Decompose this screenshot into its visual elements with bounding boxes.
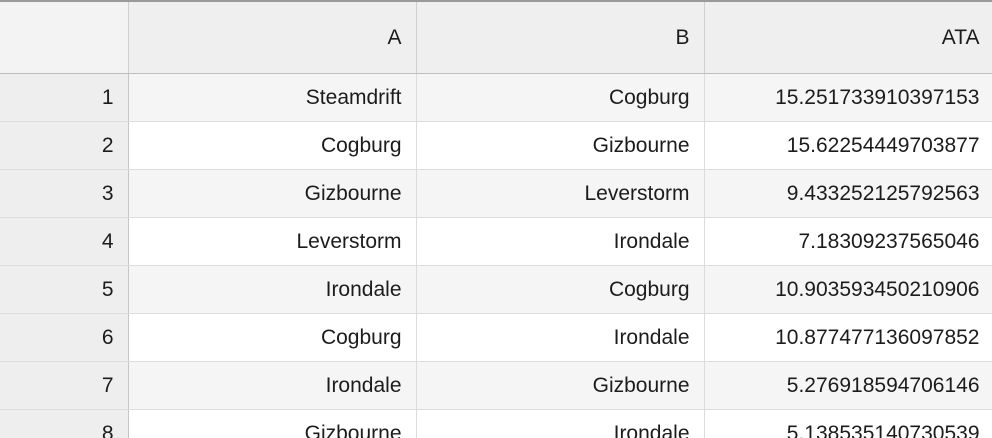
cell-a[interactable]: Leverstorm: [128, 217, 417, 266]
column-header-a[interactable]: A: [128, 2, 417, 74]
row-index-cell[interactable]: 7: [0, 361, 129, 410]
cell-ata[interactable]: 7.18309237565046: [704, 217, 992, 266]
row-index-cell[interactable]: 5: [0, 265, 129, 314]
cell-a[interactable]: Steamdrift: [128, 73, 417, 122]
cell-ata[interactable]: 15.251733910397153: [704, 73, 992, 122]
table-row: 7 Irondale Gizbourne 5.276918594706146: [0, 361, 992, 410]
cell-b[interactable]: Irondale: [416, 217, 705, 266]
cell-b[interactable]: Irondale: [416, 313, 705, 362]
cell-ata[interactable]: 10.903593450210906: [704, 265, 992, 314]
table-row: 2 Cogburg Gizbourne 15.62254449703877: [0, 121, 992, 170]
cell-b[interactable]: Cogburg: [416, 73, 705, 122]
table-row: 6 Cogburg Irondale 10.877477136097852: [0, 313, 992, 362]
cell-b[interactable]: Leverstorm: [416, 169, 705, 218]
cell-b[interactable]: Gizbourne: [416, 361, 705, 410]
cell-a[interactable]: Cogburg: [128, 313, 417, 362]
table-row: 4 Leverstorm Irondale 7.18309237565046: [0, 217, 992, 266]
cell-ata[interactable]: 5.138535140730539: [704, 409, 992, 438]
cell-b[interactable]: Gizbourne: [416, 121, 705, 170]
row-index-cell[interactable]: 2: [0, 121, 129, 170]
cell-a[interactable]: Gizbourne: [128, 409, 417, 438]
row-index-cell[interactable]: 1: [0, 73, 129, 122]
row-index-cell[interactable]: 3: [0, 169, 129, 218]
cell-ata[interactable]: 5.276918594706146: [704, 361, 992, 410]
cell-ata[interactable]: 15.62254449703877: [704, 121, 992, 170]
cell-b[interactable]: Cogburg: [416, 265, 705, 314]
row-index-cell[interactable]: 4: [0, 217, 129, 266]
corner-header-cell[interactable]: [0, 2, 129, 74]
cell-a[interactable]: Cogburg: [128, 121, 417, 170]
cell-ata[interactable]: 10.877477136097852: [704, 313, 992, 362]
column-header-b[interactable]: B: [416, 2, 705, 74]
table-row: 3 Gizbourne Leverstorm 9.433252125792563: [0, 169, 992, 218]
column-header-ata[interactable]: ATA: [704, 2, 992, 74]
row-index-cell[interactable]: 6: [0, 313, 129, 362]
table-row: 5 Irondale Cogburg 10.903593450210906: [0, 265, 992, 314]
cell-b[interactable]: Irondale: [416, 409, 705, 438]
table-row: 1 Steamdrift Cogburg 15.251733910397153: [0, 73, 992, 122]
header-row: A B ATA: [0, 2, 992, 74]
cell-a[interactable]: Irondale: [128, 361, 417, 410]
table-row: 8 Gizbourne Irondale 5.138535140730539: [0, 409, 992, 438]
cell-ata[interactable]: 9.433252125792563: [704, 169, 992, 218]
cell-a[interactable]: Irondale: [128, 265, 417, 314]
cell-a[interactable]: Gizbourne: [128, 169, 417, 218]
row-index-cell[interactable]: 8: [0, 409, 129, 438]
